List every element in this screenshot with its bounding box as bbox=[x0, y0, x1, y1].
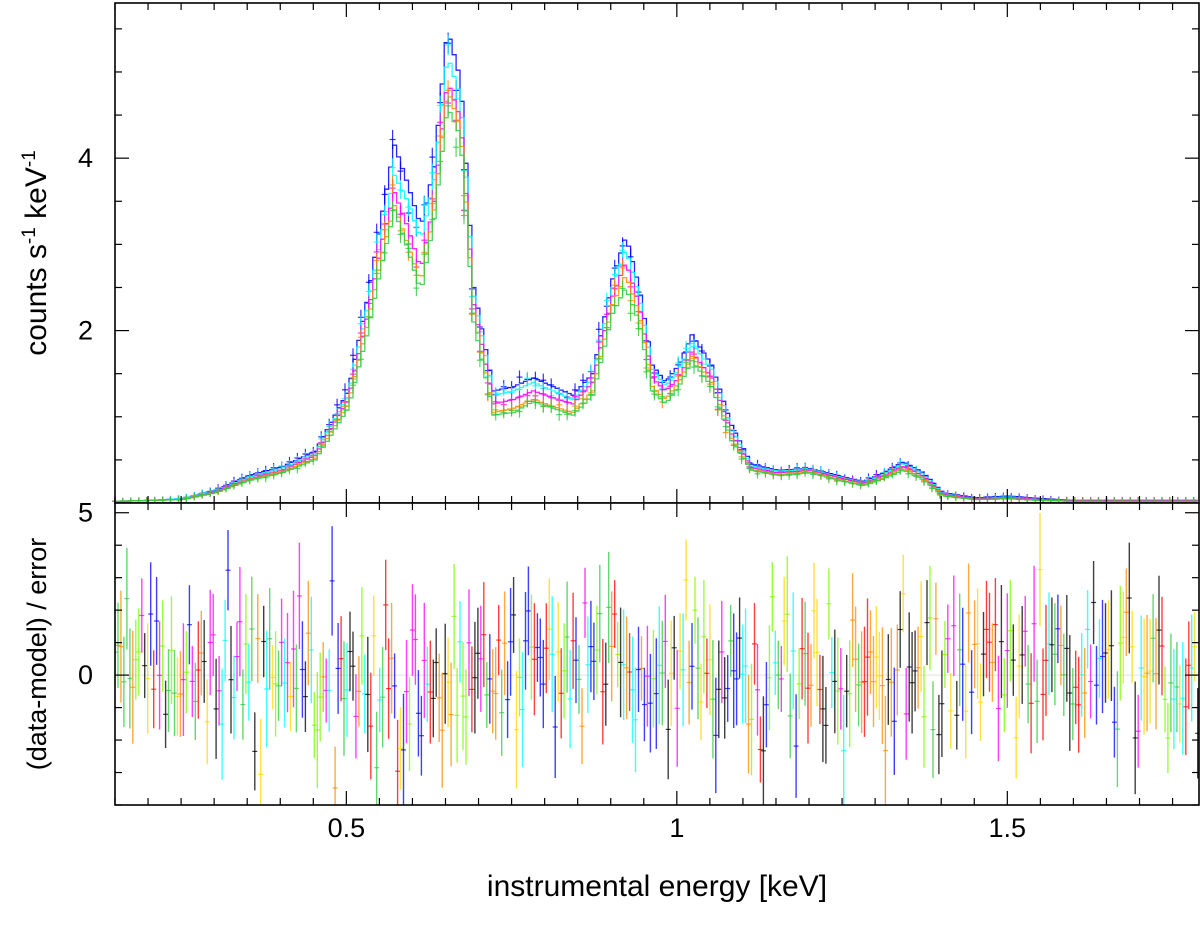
spectrum-y-axis-label: counts s-1 keV-1 bbox=[19, 150, 53, 356]
spectrum-model-line bbox=[115, 38, 1198, 502]
y-tick-label: 5 bbox=[78, 498, 93, 528]
spectrum-series bbox=[112, 95, 1198, 505]
y-label-base: counts s bbox=[20, 244, 53, 356]
y-tick-label: 2 bbox=[78, 316, 93, 346]
spectrum-ytick-labels: 24 bbox=[78, 143, 93, 345]
spectrum-ticks bbox=[114, 3, 1199, 503]
spectrum-panel: 24 bbox=[78, 2, 1200, 505]
x-tick-label: 1.5 bbox=[989, 813, 1027, 843]
residual-ytick-labels: 05 bbox=[78, 498, 93, 690]
residual-points bbox=[115, 513, 1199, 805]
y-tick-label: 4 bbox=[78, 143, 93, 173]
spectrum-plot-area bbox=[115, 3, 1199, 503]
x-tick-label: 1 bbox=[669, 813, 684, 843]
residual-ticks bbox=[114, 503, 1199, 806]
y-label-exponent-2: -1 bbox=[19, 150, 40, 167]
x-tick-label: 0.5 bbox=[328, 813, 366, 843]
residual-frame bbox=[114, 502, 1200, 806]
y-label-mid: keV bbox=[20, 167, 53, 227]
y-tick-label: 0 bbox=[78, 660, 93, 690]
spectrum-model-line bbox=[115, 87, 1198, 502]
y-label-exponent-1: -1 bbox=[19, 227, 40, 244]
residual-data-layer bbox=[115, 513, 1199, 805]
residual-panel: 05 0.5 1 1.5 bbox=[78, 498, 1200, 843]
spectrum-model-line bbox=[115, 111, 1198, 502]
x-tick-labels: 0.5 1 1.5 bbox=[328, 813, 1027, 843]
residual-y-axis-label: (data-model) / error bbox=[22, 538, 52, 771]
x-axis-label: instrumental energy [keV] bbox=[487, 870, 827, 903]
